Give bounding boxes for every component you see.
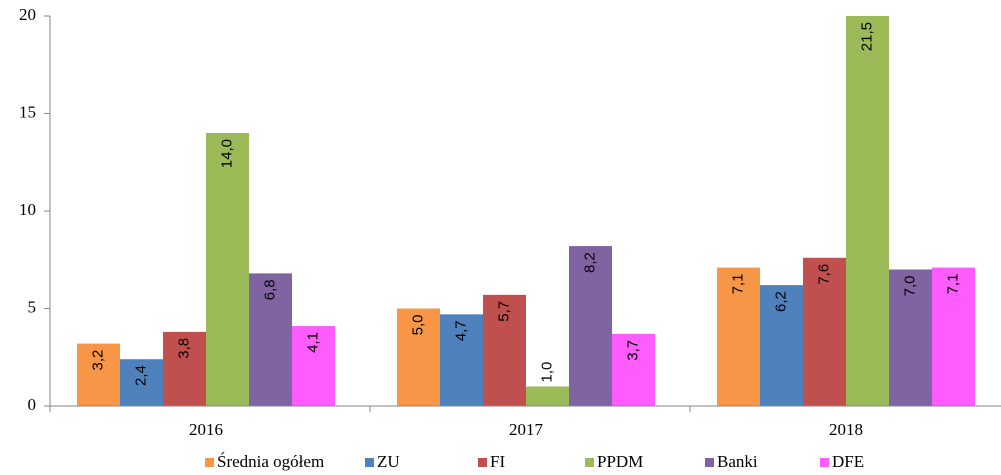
bar	[77, 343, 120, 406]
data-label: 4,1	[304, 332, 321, 353]
data-label: 7,6	[815, 264, 832, 285]
data-label: 4,7	[452, 320, 469, 341]
bar	[397, 308, 440, 406]
data-label: 3,7	[624, 340, 641, 361]
legend-swatch	[478, 458, 487, 467]
y-tick-label: 5	[28, 297, 37, 316]
data-label: 7,0	[901, 276, 918, 297]
y-tick-label: 10	[19, 200, 36, 219]
legend-label: FI	[490, 452, 505, 471]
data-label: 2,4	[132, 365, 149, 386]
data-label: 5,0	[409, 315, 426, 336]
bar	[483, 294, 526, 406]
bar	[206, 133, 249, 406]
bar	[803, 257, 846, 406]
legend-label: PPDM	[597, 452, 643, 471]
bar	[120, 359, 163, 406]
bar	[526, 386, 569, 406]
legend-label: DFE	[832, 452, 864, 471]
data-label: 3,8	[175, 338, 192, 359]
bar	[889, 269, 932, 406]
bar	[760, 285, 803, 406]
legend-swatch	[705, 458, 714, 467]
data-label: 6,8	[261, 279, 278, 300]
bar	[846, 16, 889, 406]
legend-swatch	[365, 458, 374, 467]
bar	[612, 333, 655, 406]
legend-label: ZU	[377, 452, 400, 471]
data-label: 21,5	[858, 22, 875, 51]
y-tick-label: 15	[19, 102, 36, 121]
x-tick-label: 2016	[189, 420, 223, 439]
data-label: 1,0	[538, 362, 555, 383]
y-tick-label: 20	[19, 5, 36, 24]
legend-swatch	[585, 458, 594, 467]
data-label: 8,2	[581, 252, 598, 273]
bar	[249, 273, 292, 406]
data-label: 7,1	[729, 274, 746, 295]
y-tick-label: 0	[28, 395, 37, 414]
legend-label: Banki	[717, 452, 758, 471]
bar	[163, 331, 206, 406]
bar	[569, 246, 612, 406]
data-label: 3,2	[89, 350, 106, 371]
data-label: 5,7	[495, 301, 512, 322]
legend-swatch	[820, 458, 829, 467]
legend-label: Średnia ogółem	[217, 452, 324, 471]
bar	[292, 326, 335, 406]
x-tick-label: 2018	[829, 420, 863, 439]
plot-area	[77, 16, 975, 406]
data-label: 14,0	[218, 139, 235, 168]
x-tick-label: 2017	[509, 420, 544, 439]
bar	[440, 314, 483, 406]
data-label: 7,1	[944, 274, 961, 295]
bar	[717, 267, 760, 406]
bar	[932, 267, 975, 406]
legend-swatch	[205, 458, 214, 467]
data-label: 6,2	[772, 291, 789, 312]
